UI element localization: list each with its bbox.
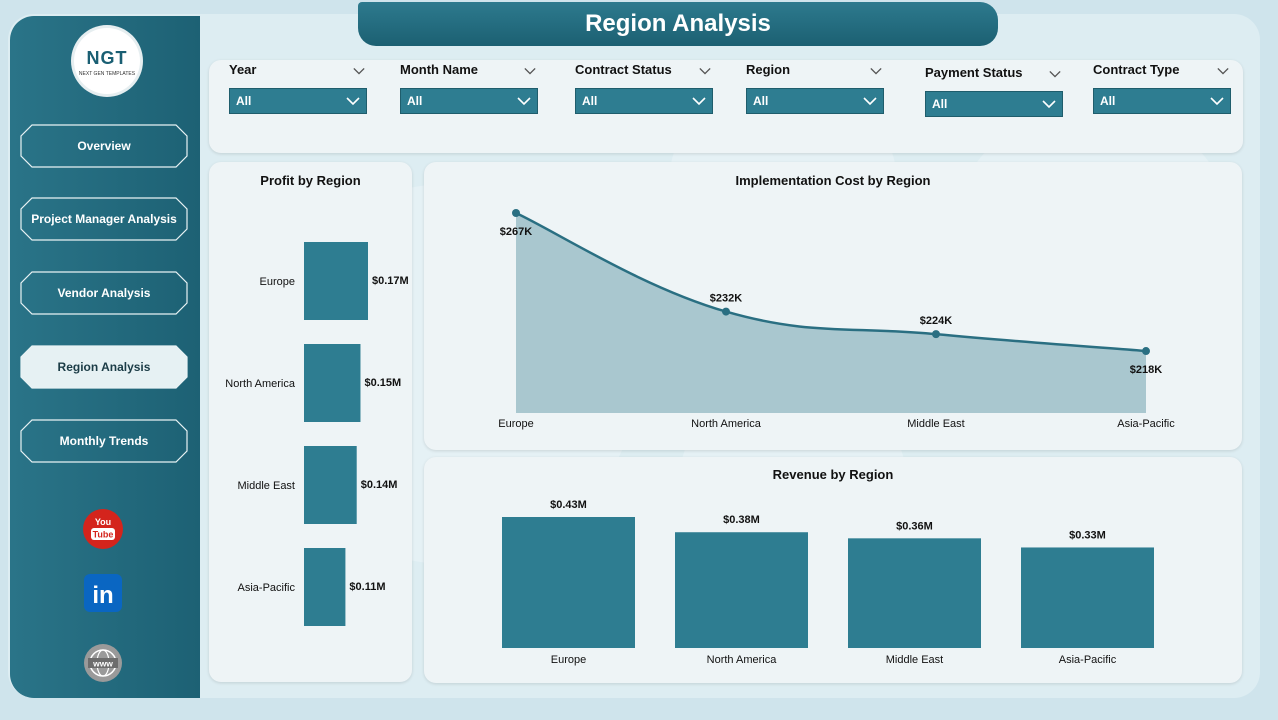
impl-cost-chart-title: Implementation Cost by Region	[735, 173, 931, 188]
filter-month-name: Month Name All	[400, 62, 538, 114]
sidebar-item-vendor-analysis[interactable]: Vendor Analysis	[20, 271, 188, 315]
revenue-category-label: North America	[707, 654, 778, 666]
logo-tagline: NEXT GEN TEMPLATES	[78, 71, 136, 77]
revenue-by-region-chart: $0.43M Europe $0.38M North America $0.36M Mid…	[502, 499, 1154, 666]
filter-dropdown[interactable]: All	[400, 88, 538, 114]
profit-chart-title: Profit by Region	[260, 173, 361, 188]
filter-dropdown[interactable]: All	[925, 91, 1063, 117]
profit-value-label: $0.11M	[349, 581, 385, 593]
profit-value-label: $0.15M	[364, 377, 401, 389]
profit-category-label: North America	[225, 378, 296, 390]
filter-label: Payment Status	[925, 65, 1023, 80]
impl-cost-category-label: Middle East	[907, 418, 964, 430]
linkedin-icon[interactable]: in	[82, 572, 124, 614]
filter-dropdown[interactable]: All	[575, 88, 713, 114]
sidebar-item-label: Vendor Analysis	[57, 286, 151, 300]
impl-cost-value-label: $267K	[500, 226, 532, 238]
filter-value: All	[1100, 94, 1116, 108]
profit-bar-europe	[304, 242, 368, 320]
filter-region: Region All	[746, 62, 884, 114]
revenue-category-label: Europe	[551, 654, 586, 666]
impl-cost-value-label: $218K	[1130, 364, 1162, 376]
impl-cost-value-label: $224K	[920, 315, 952, 327]
revenue-category-label: Asia-Pacific	[1059, 654, 1117, 666]
impl-cost-category-label: Asia-Pacific	[1117, 418, 1175, 430]
sidebar-item-label: Project Manager Analysis	[31, 212, 177, 226]
profit-value-label: $0.14M	[361, 479, 398, 491]
profit-category-label: Europe	[260, 276, 295, 288]
logo-mark: NGT	[86, 48, 128, 68]
collapse-chevron-icon[interactable]	[1049, 67, 1061, 82]
www-text: www	[92, 659, 113, 669]
profit-value-label: $0.17M	[372, 275, 409, 287]
implementation-cost-chart: $267K Europe $232K North America $224K Middle…	[498, 209, 1175, 430]
sidebar-item-label: Overview	[77, 139, 131, 153]
filter-dropdown[interactable]: All	[229, 88, 367, 114]
linkedin-in-text: in	[92, 582, 113, 609]
impl-cost-category-label: Europe	[498, 418, 533, 430]
revenue-bar-middle-east	[848, 538, 981, 648]
profit-category-label: Middle East	[238, 480, 295, 492]
filter-label: Contract Type	[1093, 62, 1180, 77]
revenue-bar-north-america	[675, 532, 808, 648]
impl-cost-point-europe	[512, 209, 520, 217]
collapse-chevron-icon[interactable]	[870, 64, 882, 79]
collapse-chevron-icon[interactable]	[699, 64, 711, 79]
profit-by-region-chart: Europe $0.17M North America $0.15M Middle Ea…	[225, 242, 409, 626]
youtube-tube-text: Tube	[93, 530, 114, 540]
impl-cost-point-north-america	[722, 307, 730, 316]
filter-contract-status: Contract Status All	[575, 62, 713, 114]
impl-cost-point-asia-pacific	[1142, 347, 1150, 356]
sidebar-item-project-manager-analysis[interactable]: Project Manager Analysis	[20, 197, 188, 241]
filter-dropdown[interactable]: All	[1093, 88, 1231, 114]
revenue-chart-title: Revenue by Region	[772, 467, 894, 482]
filter-payment-status: Payment Status All	[925, 65, 1063, 117]
sidebar-item-monthly-trends[interactable]: Monthly Trends	[20, 419, 188, 463]
filter-value: All	[407, 94, 423, 108]
revenue-value-label: $0.43M	[550, 499, 587, 511]
youtube-you-text: You	[95, 517, 111, 527]
page-title: Region Analysis	[358, 2, 998, 46]
filter-dropdown[interactable]: All	[746, 88, 884, 114]
sidebar-item-overview[interactable]: Overview	[20, 124, 188, 168]
collapse-chevron-icon[interactable]	[1217, 64, 1229, 79]
filter-value: All	[932, 97, 948, 111]
ngt-logo: NGT NEXT GEN TEMPLATES	[74, 28, 140, 94]
revenue-value-label: $0.36M	[896, 520, 933, 532]
profit-bar-asia-pacific	[304, 548, 346, 626]
filter-year: Year All	[229, 62, 367, 114]
revenue-value-label: $0.33M	[1069, 529, 1106, 541]
impl-cost-value-label: $232K	[710, 293, 742, 305]
profit-category-label: Asia-Pacific	[238, 582, 296, 594]
revenue-value-label: $0.38M	[723, 514, 760, 526]
filter-contract-type: Contract Type All	[1093, 62, 1231, 114]
profit-bar-middle-east	[304, 446, 357, 524]
sidebar-item-label: Monthly Trends	[59, 434, 149, 448]
collapse-chevron-icon[interactable]	[524, 64, 536, 79]
impl-cost-point-middle-east	[932, 330, 940, 339]
filter-value: All	[582, 94, 598, 108]
profit-bar-north-america	[304, 344, 361, 422]
revenue-bar-europe	[502, 517, 635, 648]
filter-label: Year	[229, 62, 257, 77]
collapse-chevron-icon[interactable]	[353, 64, 365, 79]
implementation-cost-area	[516, 213, 1146, 413]
implementation-cost-line	[515, 211, 1147, 353]
sidebar-item-region-analysis[interactable]: Region Analysis	[20, 345, 188, 389]
impl-cost-category-label: North America	[691, 418, 762, 430]
revenue-category-label: Middle East	[886, 654, 943, 666]
filter-value: All	[236, 94, 252, 108]
filter-panel	[209, 60, 1243, 153]
filter-label: Month Name	[400, 62, 478, 77]
filter-label: Contract Status	[575, 62, 672, 77]
revenue-bar-asia-pacific	[1021, 547, 1154, 648]
sidebar-item-label: Region Analysis	[57, 360, 151, 374]
filter-label: Region	[746, 62, 791, 77]
www-globe-icon[interactable]: www	[82, 642, 124, 684]
youtube-icon[interactable]: You Tube	[82, 508, 124, 550]
filter-value: All	[753, 94, 769, 108]
